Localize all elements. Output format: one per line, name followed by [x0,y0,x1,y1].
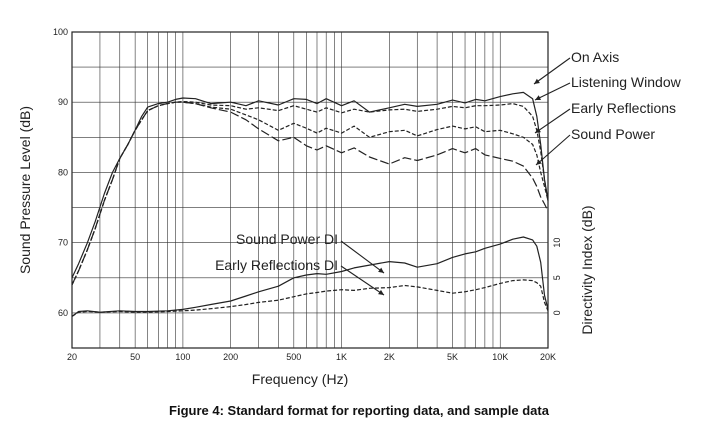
series-line-on-axis [71,91,549,279]
callout-leader-sound-power-di [340,240,385,274]
x-tick-label: 100 [175,352,190,362]
plot-frame [71,31,549,349]
y-tick-label: 70 [58,238,68,248]
callout-arrowhead-on-axis [534,78,540,84]
x-tick-label: 200 [223,352,238,362]
y-tick-label: 80 [58,167,68,177]
callout-leader-on-axis [533,57,571,85]
x-tick-label: 10K [492,352,508,362]
callout-arrowhead-early-reflections [535,127,541,133]
series-line-sound-power-di [71,236,549,317]
legend-label-early-reflections: Early Reflections [571,100,676,116]
x-axis-label: Frequency (Hz) [252,371,348,387]
callout-leader-early-reflections [534,108,571,134]
y-tick-label: 100 [53,27,68,37]
callout-leader-early-reflections-di [340,265,385,296]
y-tick-label: 90 [58,97,68,107]
legend-label-sound-power: Sound Power [571,126,655,142]
y2-axis-label: Directivity Index (dB) [579,205,595,334]
x-tick-label: 500 [286,352,301,362]
legend-label-sound-power-di: Sound Power DI [236,231,338,247]
x-tick-label: 5K [447,352,458,362]
x-tick-label: 50 [130,352,140,362]
callout-arrowhead-sound-power-di [378,267,384,273]
y2-tick-label: 0 [552,310,562,315]
y-tick-label: 60 [58,308,68,318]
callout-leader-sound-power [535,134,571,166]
callout-arrowhead-early-reflections-di [378,289,384,295]
callout-leader-listening-window [534,82,571,101]
y-axis-label: Sound Pressure Level (dB) [17,106,33,274]
x-tick-label: 1K [336,352,347,362]
legend-label-on-axis: On Axis [571,49,619,65]
series-line-listening-window [71,100,549,286]
legend-label-listening-window: Listening Window [571,74,682,90]
figure-caption: Figure 4: Standard format for reporting … [169,403,549,418]
x-tick-label: 2K [384,352,395,362]
callout-arrowhead-listening-window [535,95,541,100]
series-line-sound-power [71,101,549,286]
y2-tick-label: 10 [552,238,562,248]
series-line-early-reflections [71,101,549,286]
callout-arrowhead-sound-power [536,159,542,165]
y2-tick-label: 5 [552,275,562,280]
legend-label-early-reflections-di: Early Reflections DI [215,257,338,273]
series-line-early-reflections-di [71,279,549,317]
x-tick-label: 20 [67,352,77,362]
x-tick-label: 20K [540,352,556,362]
